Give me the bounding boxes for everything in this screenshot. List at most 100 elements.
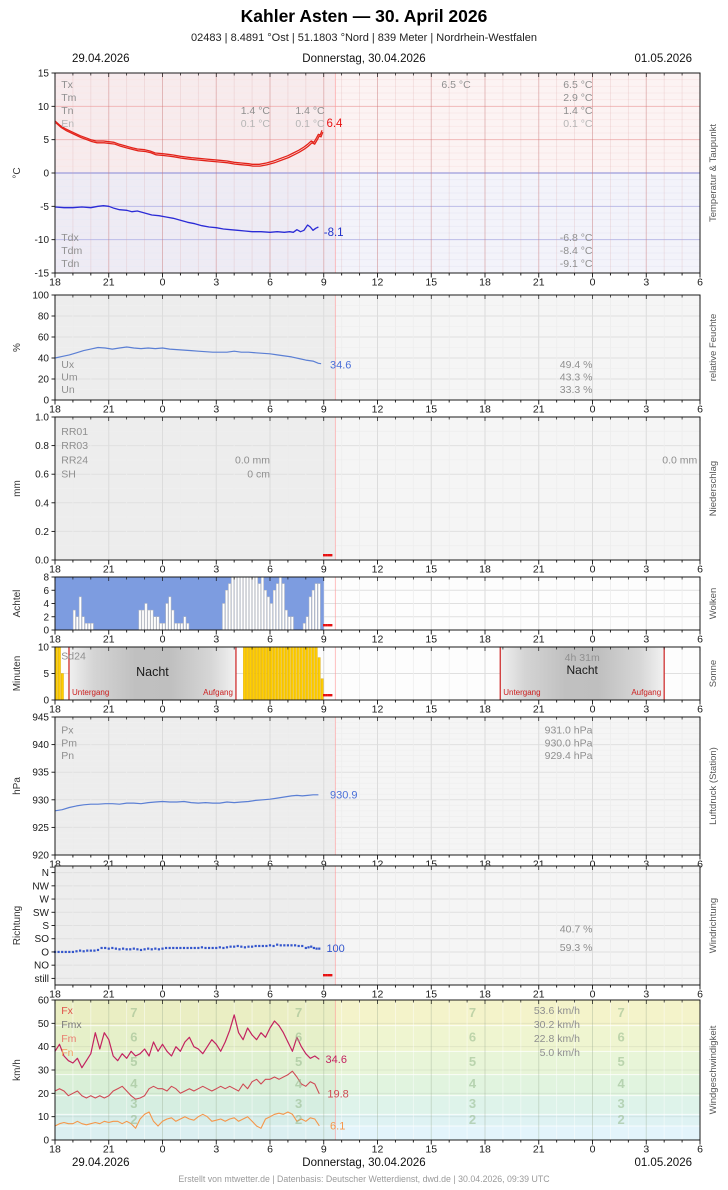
chart-text: 18 bbox=[479, 564, 491, 576]
chart-text: 18 bbox=[49, 859, 61, 871]
chart-text: 20 bbox=[38, 375, 50, 386]
chart-text: 21 bbox=[103, 564, 115, 576]
chart-text: 935 bbox=[32, 768, 49, 779]
chart-text: 0.8 bbox=[35, 441, 49, 452]
chart-text: 21 bbox=[103, 277, 115, 289]
chart-text: 5.0 km/h bbox=[540, 1047, 580, 1059]
chart-text: 21 bbox=[533, 634, 545, 646]
chart-text: 18 bbox=[49, 277, 61, 289]
chart-text: 21 bbox=[533, 859, 545, 871]
chart-text: 2 bbox=[618, 1112, 625, 1127]
chart-text: 1.4 °C bbox=[295, 105, 325, 117]
chart-text: 12 bbox=[372, 1144, 384, 1156]
chart-text: 0.6 bbox=[35, 470, 49, 481]
chart-text: Achtel bbox=[12, 590, 23, 618]
chart-text: 6 bbox=[267, 704, 273, 716]
chart-text: 930 bbox=[32, 795, 49, 806]
chart-text: 6 bbox=[697, 634, 703, 646]
chart-text: 15 bbox=[425, 634, 437, 646]
clouds-panel: 18 21 0 3 6 9 12 15 18 21 0 3 6 8 6 4 2 0 Achtel Wolken bbox=[12, 573, 719, 646]
chart-text: 20 bbox=[38, 1089, 50, 1100]
chart-text: -8.1 bbox=[324, 227, 344, 239]
chart-text: 3 bbox=[213, 277, 219, 289]
chart-text: Tx bbox=[61, 79, 73, 91]
chart-text: NO bbox=[34, 961, 49, 972]
chart-text: 0 bbox=[160, 634, 166, 646]
chart-text: 3 bbox=[643, 989, 649, 1001]
chart-text: 6.1 bbox=[330, 1120, 345, 1132]
chart-text: 6 bbox=[267, 989, 273, 1001]
chart-text: 4h 31m bbox=[565, 652, 600, 664]
chart-text: Pn bbox=[61, 750, 74, 762]
chart-text: 5 bbox=[43, 669, 49, 680]
chart-text: 5 bbox=[469, 1054, 476, 1069]
chart-text: Windgeschwindigkeit bbox=[708, 1025, 719, 1114]
chart-text: 5 bbox=[43, 135, 49, 146]
chart-text: 15 bbox=[425, 564, 437, 576]
chart-text: 0.0 mm bbox=[662, 454, 697, 466]
chart-text: SO bbox=[35, 934, 50, 945]
chart-text: 12 bbox=[372, 704, 384, 716]
chart-text: Temperatur & Taupunkt bbox=[708, 124, 719, 222]
chart-text: W bbox=[40, 895, 50, 906]
chart-text: 0 bbox=[590, 1144, 596, 1156]
chart-text: S bbox=[42, 921, 49, 932]
chart-text: 4 bbox=[469, 1076, 477, 1091]
chart-text: 7 bbox=[469, 1005, 476, 1020]
chart-text: 53.6 km/h bbox=[534, 1005, 580, 1017]
chart-text: % bbox=[12, 343, 23, 352]
chart-text: 21 bbox=[103, 1144, 115, 1156]
chart-text: 18 bbox=[49, 564, 61, 576]
chart-text: 6 bbox=[697, 277, 703, 289]
temperature-panel: 18 21 0 3 6 9 12 15 18 21 0 3 6 15 10 5 0 -5 -10 -15 TxTmTnE… bbox=[12, 69, 719, 289]
date-left-top: 29.04.2026 bbox=[72, 53, 130, 65]
chart-text: 18 bbox=[479, 634, 491, 646]
chart-text: km/h bbox=[12, 1059, 23, 1081]
chart-text: 0.0 bbox=[35, 556, 49, 567]
chart-text: 3 bbox=[213, 989, 219, 1001]
chart-text: 21 bbox=[103, 704, 115, 716]
Fn-min-line bbox=[54, 1111, 320, 1129]
chart-text: 9 bbox=[321, 704, 327, 716]
chart-text: 4 bbox=[618, 1076, 626, 1091]
date-right-bottom: 01.05.2026 bbox=[634, 1157, 692, 1169]
chart-text: 2 bbox=[469, 1112, 476, 1127]
chart-text: 34.6 bbox=[326, 1054, 347, 1066]
chart-text: 33.3 % bbox=[560, 384, 593, 396]
chart-text: 15 bbox=[425, 1144, 437, 1156]
chart-text: Niederschlag bbox=[708, 461, 719, 516]
chart-text: 0 bbox=[160, 1144, 166, 1156]
date-left-bottom: 29.04.2026 bbox=[72, 1157, 130, 1169]
chart-text: 12 bbox=[372, 404, 384, 416]
date-center-bottom: Donnerstag, 30.04.2026 bbox=[302, 1157, 426, 1169]
chart-text: 21 bbox=[533, 277, 545, 289]
chart-text: 40 bbox=[38, 354, 50, 365]
chart-text: En bbox=[61, 118, 74, 130]
chart-text: Minuten bbox=[12, 656, 23, 692]
chart-text: 3 bbox=[130, 1096, 137, 1111]
chart-text: 6 bbox=[697, 404, 703, 416]
chart-text: 4 bbox=[43, 599, 49, 610]
chart-text: 3 bbox=[213, 404, 219, 416]
chart-text: 0 bbox=[43, 696, 49, 707]
chart-text: 30 bbox=[38, 1066, 50, 1077]
chart-text: hPa bbox=[12, 777, 23, 795]
chart-text: 100 bbox=[32, 291, 49, 302]
chart-text: 0 bbox=[160, 404, 166, 416]
chart-text: 8 bbox=[43, 573, 49, 584]
chart-text: 60 bbox=[38, 333, 50, 344]
chart-text: 30.2 km/h bbox=[534, 1019, 580, 1031]
chart-text: 0.1 °C bbox=[241, 118, 271, 130]
chart-text: 49.4 % bbox=[560, 359, 593, 371]
chart-text: 6 bbox=[469, 1029, 476, 1044]
temperature-2m-line bbox=[54, 120, 323, 165]
chart-text: 0 bbox=[43, 1136, 49, 1147]
chart-text: RR24 bbox=[61, 454, 88, 466]
chart-text: 0 bbox=[160, 277, 166, 289]
chart-text: N bbox=[42, 868, 49, 879]
chart-text: -8.4 °C bbox=[560, 245, 593, 257]
date-center-top: Donnerstag, 30.04.2026 bbox=[302, 53, 426, 65]
chart-text: 6 bbox=[697, 859, 703, 871]
